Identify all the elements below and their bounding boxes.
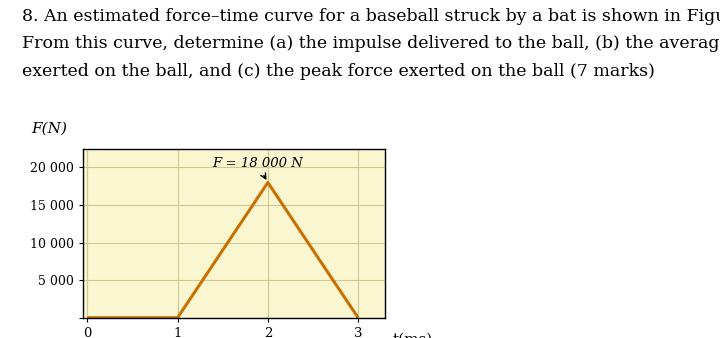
Text: F = 18 000 N: F = 18 000 N: [212, 157, 302, 179]
Text: 8. An estimated force–time curve for a baseball struck by a bat is shown in Figu: 8. An estimated force–time curve for a b…: [22, 8, 720, 25]
Text: exerted on the ball, and (c) the peak force exerted on the ball (7 marks): exerted on the ball, and (c) the peak fo…: [22, 63, 654, 79]
X-axis label: t(ms): t(ms): [392, 333, 433, 338]
Text: F(N): F(N): [32, 121, 68, 135]
Text: From this curve, determine (a) the impulse delivered to the ball, (b) the averag: From this curve, determine (a) the impul…: [22, 35, 720, 52]
